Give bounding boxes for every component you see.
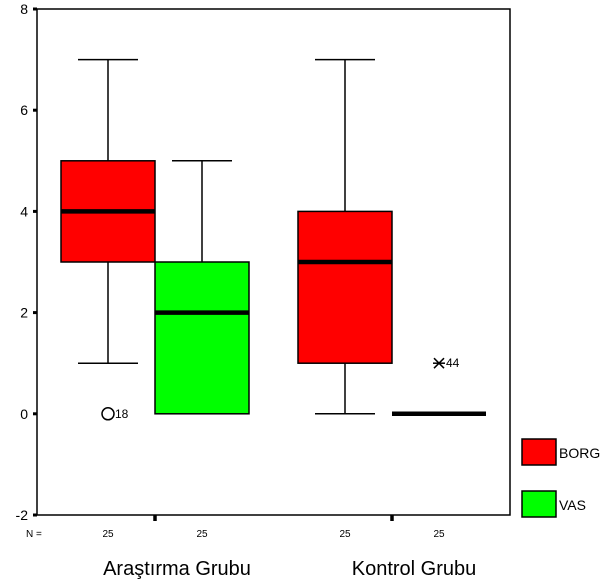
outlier-label: 18 — [115, 407, 129, 421]
y-tick-label: 2 — [20, 305, 28, 321]
n-row: 25 25 25 25 N = — [26, 515, 445, 540]
legend-label: BORG — [559, 445, 600, 461]
plot-frame — [36, 8, 511, 516]
legend-swatch — [521, 438, 557, 466]
n-count: 25 — [433, 529, 445, 540]
box-iqr — [154, 261, 250, 415]
legend: BORG VAS — [521, 438, 600, 518]
n-prefix: N = — [26, 529, 42, 540]
group-label: Araştırma Grubu — [103, 558, 251, 580]
y-tick-label: 8 — [20, 1, 28, 17]
legend-label: VAS — [559, 497, 586, 513]
y-tick-label: 4 — [20, 203, 28, 219]
legend-swatch — [521, 490, 557, 518]
y-axis: -2 0 2 4 6 8 — [16, 1, 37, 523]
y-tick-label: 6 — [20, 102, 28, 118]
y-tick-label: 0 — [20, 406, 28, 422]
n-count: 25 — [339, 529, 351, 540]
box-borg-1 — [297, 58, 393, 415]
n-count: 25 — [102, 529, 114, 540]
box-vas-1: 44 — [392, 356, 486, 417]
box-borg-0: 18 — [60, 58, 156, 421]
box-vas-0 — [154, 160, 250, 415]
group-label: Kontrol Grubu — [352, 558, 477, 580]
box-iqr — [297, 210, 393, 364]
outlier-circle — [101, 407, 115, 421]
n-count: 25 — [196, 529, 208, 540]
outlier-label: 44 — [446, 356, 460, 370]
group-labels: Araştırma Grubu Kontrol Grubu — [103, 558, 476, 580]
y-tick-label: -2 — [16, 507, 29, 523]
